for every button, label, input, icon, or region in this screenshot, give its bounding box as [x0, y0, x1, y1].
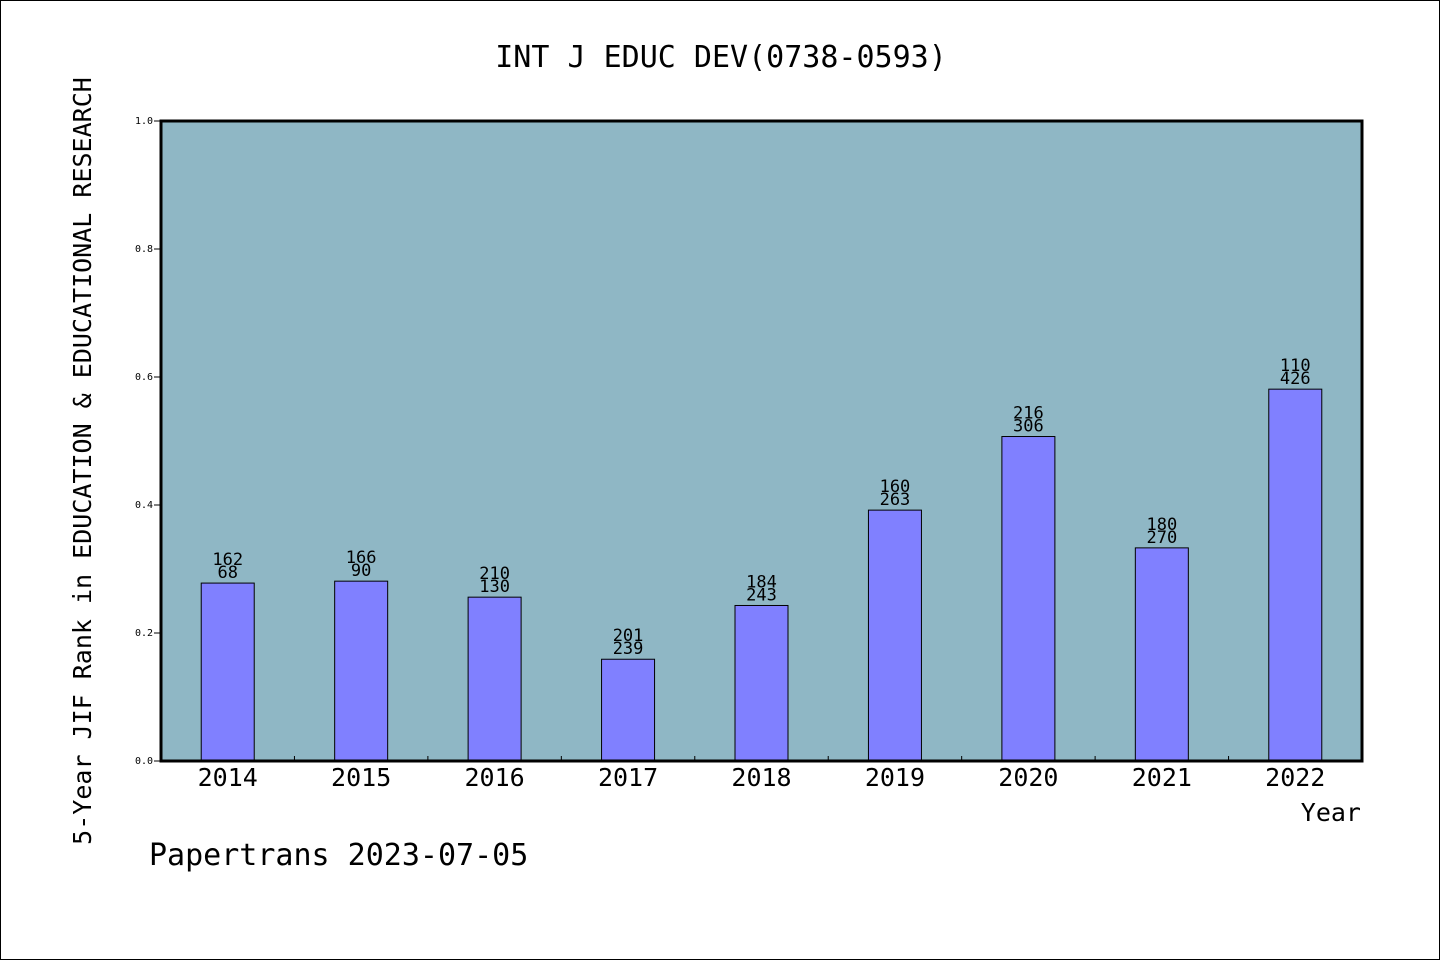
bar-total-label: 243: [746, 585, 777, 605]
x-axis-label: Year: [1301, 798, 1361, 827]
y-tick-label: 0.6: [135, 372, 153, 383]
bar-2014: [200, 582, 255, 762]
x-tick-label: 2018: [731, 763, 791, 792]
bar-2018: [734, 604, 789, 762]
bar-rank-label: 201: [613, 626, 644, 646]
bar-2020: [1001, 436, 1056, 762]
bar-rank-label: 184: [746, 572, 777, 592]
bar-rank-label: 166: [346, 548, 377, 568]
bar-2022: [1268, 388, 1323, 762]
x-tick-label: 2022: [1265, 763, 1325, 792]
bar-rank-label: 180: [1146, 515, 1177, 535]
bar-rank-label: 110: [1280, 356, 1311, 376]
x-tick-label: 2015: [331, 763, 391, 792]
bar-total-label: 130: [479, 577, 510, 597]
bar-total-label: 426: [1280, 369, 1311, 389]
bar-rank-label: 160: [880, 477, 911, 497]
y-tick-label: 0.8: [135, 244, 153, 255]
y-tick-label: 1.0: [135, 116, 153, 127]
bar-rank-label: 216: [1013, 404, 1044, 424]
bar-2019: [867, 509, 922, 762]
plot-frame: [159, 119, 1364, 763]
y-tick-label: 0.2: [135, 628, 153, 639]
y-tick-label: 0.0: [135, 756, 153, 767]
bar-total-label: 90: [351, 561, 371, 581]
x-tick-label: 2021: [1132, 763, 1192, 792]
x-tick-label: 2020: [998, 763, 1058, 792]
bar-total-label: 270: [1146, 528, 1177, 548]
x-tick-label: 2016: [465, 763, 525, 792]
x-tick-label: 2019: [865, 763, 925, 792]
y-tick-label: 0.4: [135, 500, 153, 511]
bar-2017: [601, 658, 656, 762]
y-axis-label: 5-Year JIF Rank in EDUCATION & EDUCATION…: [68, 77, 97, 845]
footer-credit: Papertrans 2023-07-05: [149, 838, 528, 873]
x-tick-label: 2017: [598, 763, 658, 792]
bar-2021: [1134, 547, 1189, 762]
bar-total-label: 306: [1013, 417, 1044, 437]
bar-total-label: 263: [880, 490, 911, 510]
bar-total-label: 68: [217, 563, 237, 583]
bar-rank-label: 210: [479, 564, 510, 584]
chart-title: INT J EDUC DEV(0738-0593): [495, 40, 947, 75]
bar-rank-label: 162: [212, 550, 243, 570]
bar-2015: [334, 580, 389, 762]
bar-2016: [467, 596, 522, 762]
bar-total-label: 239: [613, 639, 644, 659]
x-tick-label: 2014: [198, 763, 258, 792]
